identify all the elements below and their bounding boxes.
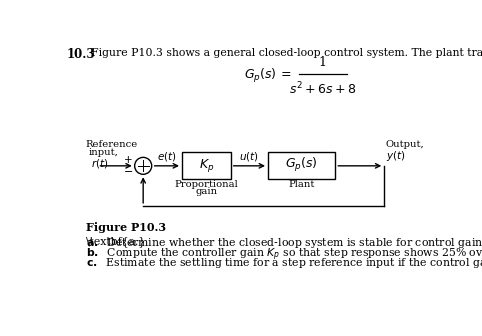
Text: $u(t)$: $u(t)$ [240, 150, 259, 163]
Text: $y(t)$: $y(t)$ [386, 149, 405, 163]
Text: Figure P10.3 shows a general closed-loop control system. The plant transfer func: Figure P10.3 shows a general closed-loop… [91, 48, 482, 58]
Text: $e(t)$: $e(t)$ [157, 150, 176, 163]
Text: 1: 1 [318, 56, 326, 69]
Bar [182, 152, 231, 179]
Bar [268, 152, 335, 179]
Text: $s^2 + 6s + 8$: $s^2 + 6s + 8$ [289, 80, 356, 97]
Text: $G_p(s)\,=$: $G_p(s)\,=$ [243, 67, 291, 85]
Text: Figure P10.3: Figure P10.3 [86, 222, 166, 233]
Text: Output,: Output, [386, 140, 425, 150]
Text: $r(t)$: $r(t)$ [91, 157, 109, 170]
Text: $\mathbf{a.}$  Determine whether the closed-loop system is stable for control ga: $\mathbf{a.}$ Determine whether the clos… [86, 237, 482, 253]
Text: \textbf{a.}: \textbf{a.} [86, 237, 145, 247]
Text: $K_p$: $K_p$ [199, 157, 214, 174]
Text: 10.3: 10.3 [67, 48, 95, 61]
Text: +: + [124, 155, 133, 165]
Text: $\mathbf{b.}$  Compute the controller gain $K_p$ so that step response shows 25%: $\mathbf{b.}$ Compute the controller gai… [86, 247, 482, 263]
Text: input,: input, [88, 148, 118, 157]
Text: gain: gain [195, 187, 217, 196]
Text: $G_p(s)$: $G_p(s)$ [285, 157, 318, 174]
Text: Plant: Plant [288, 180, 315, 189]
Text: Reference: Reference [86, 140, 138, 150]
Text: −: − [124, 167, 133, 177]
Text: $\mathbf{c.}$  Estimate the settling time for a step reference input if the cont: $\mathbf{c.}$ Estimate the settling time… [86, 257, 482, 273]
Text: Proportional: Proportional [174, 180, 238, 189]
